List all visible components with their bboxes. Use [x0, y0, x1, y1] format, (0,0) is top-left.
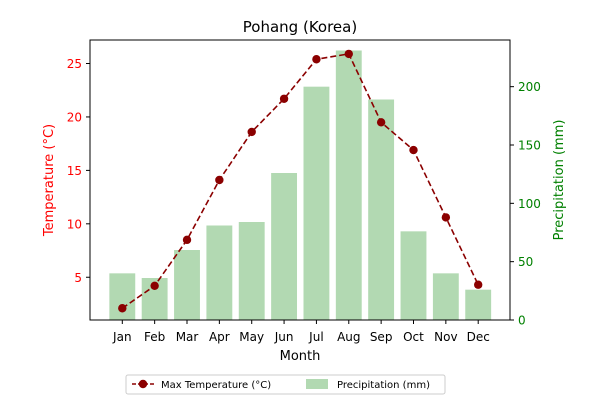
temperature-point — [474, 280, 483, 289]
plot-frame — [89, 39, 511, 321]
right-axis-label: Precipitation (mm) — [552, 120, 567, 241]
x-tick-label: Jul — [308, 330, 323, 344]
temperature-point — [312, 55, 321, 64]
x-tick-label: Sep — [370, 330, 393, 344]
legend-box — [125, 374, 446, 395]
x-tick-label: Apr — [209, 330, 230, 344]
temperature-point — [247, 127, 256, 137]
x-tick-label: May — [239, 330, 264, 344]
legend-precipitation-label: Precipitation (mm) — [337, 380, 430, 391]
left-tick-label: 25 — [67, 57, 82, 71]
temperature-point — [215, 175, 224, 185]
precipitation-bar — [109, 273, 136, 320]
precipitation-bar — [206, 225, 233, 320]
left-tick-label: 20 — [67, 110, 82, 124]
precipitation-bar — [271, 173, 298, 320]
left-tick-label: 10 — [67, 217, 82, 231]
x-axis: Jan Feb Mar Apr May Jun Jul Aug Sep Oct Nov Dec — [112, 320, 490, 344]
temperature-point — [409, 145, 418, 155]
legend: Max Temperature (°C) Precipitation (mm) — [125, 374, 446, 395]
right-tick-label: 150 — [518, 139, 541, 153]
right-tick-label: 100 — [518, 197, 541, 211]
left-tick-label: 15 — [67, 164, 82, 178]
precipitation-bar — [465, 289, 492, 320]
x-tick-label: Mar — [176, 330, 199, 344]
left-y-axis: 5 10 15 20 25 — [67, 57, 90, 285]
precipitation-bars — [109, 50, 492, 320]
right-tick-label: 200 — [518, 80, 541, 94]
temperature-point — [118, 304, 127, 313]
x-tick-label: Dec — [467, 330, 490, 344]
temperature-line-series — [118, 49, 483, 313]
temperature-point — [150, 281, 159, 290]
precipitation-bar — [368, 99, 395, 320]
x-axis-label: Month — [280, 349, 321, 364]
legend-temperature-marker-icon — [138, 379, 148, 389]
temperature-point — [182, 235, 192, 245]
x-tick-label: Nov — [434, 330, 457, 344]
right-tick-label: 50 — [518, 255, 533, 269]
left-axis-label: Temperature (°C) — [42, 124, 57, 237]
right-tick-label: 0 — [518, 314, 526, 328]
precipitation-bar — [303, 86, 330, 320]
temperature-line — [121, 53, 479, 309]
temperature-point — [441, 213, 451, 222]
x-tick-label: Oct — [403, 330, 424, 344]
chart-title: Pohang (Korea) — [243, 18, 357, 36]
temperature-point — [344, 49, 353, 59]
legend-precipitation-swatch-icon — [306, 379, 328, 389]
temperature-point — [376, 118, 386, 127]
temperature-point — [279, 94, 289, 103]
precipitation-bar — [432, 273, 459, 320]
precipitation-bar — [335, 50, 362, 320]
x-tick-label: Aug — [337, 330, 360, 344]
precipitation-bar — [174, 250, 200, 320]
legend-temperature-label: Max Temperature (°C) — [161, 380, 271, 391]
x-tick-label: Feb — [144, 330, 165, 344]
x-tick-label: Jun — [274, 330, 294, 344]
precipitation-bar — [238, 222, 265, 320]
precipitation-bar — [400, 231, 427, 320]
x-tick-label: Jan — [112, 330, 132, 344]
left-tick-label: 5 — [74, 271, 82, 285]
right-y-axis: 0 50 100 150 200 — [510, 80, 541, 328]
